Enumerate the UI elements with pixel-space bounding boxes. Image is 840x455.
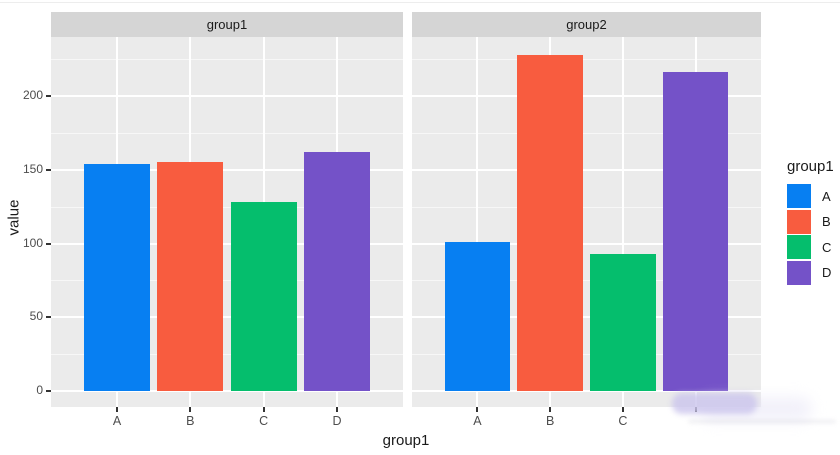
legend-swatch: [787, 235, 811, 259]
y-tick-label: 100: [22, 235, 43, 250]
smudge-artifact: [672, 393, 757, 414]
x-tick-mark: [189, 407, 192, 412]
x-tick-mark: [476, 407, 479, 412]
gridline-minor: [51, 280, 403, 282]
legend-item-label: A: [822, 188, 831, 204]
gridline-major: [412, 95, 761, 97]
bar-group2-D: [662, 72, 729, 391]
gridline-minor: [412, 59, 761, 61]
bar-group2-C: [590, 253, 656, 391]
y-tick-mark: [46, 242, 51, 245]
gridline-major: [51, 95, 403, 97]
x-tick-label: B: [186, 414, 195, 428]
bar-group2-A: [444, 242, 511, 391]
x-tick-label: C: [618, 414, 628, 428]
plot-panel: [412, 37, 761, 407]
bar-group1-A: [84, 163, 150, 391]
x-tick-label: A: [112, 414, 122, 428]
gridline-vertical: [476, 37, 479, 407]
gridline-vertical: [621, 37, 624, 407]
legend-swatch: [787, 209, 811, 234]
smudge-artifact-smear: [688, 420, 836, 423]
legend-title: group1: [787, 158, 834, 175]
legend-item-label: C: [822, 239, 832, 255]
bar-group1-D: [304, 152, 370, 391]
x-tick-mark: [336, 407, 338, 412]
x-tick-mark: [621, 407, 624, 412]
y-tick-mark: [46, 95, 51, 97]
gridline-minor: [412, 354, 761, 356]
y-tick-mark: [46, 316, 51, 319]
gridline-minor: [51, 132, 403, 134]
facet-strip: group1: [51, 12, 403, 37]
gridline-major: [51, 168, 403, 171]
gridline-minor: [51, 354, 403, 356]
legend-item: C: [787, 235, 840, 259]
y-tick-label: 50: [29, 309, 43, 324]
y-tick-label: 200: [22, 88, 43, 102]
legend-swatch: [787, 184, 811, 208]
x-tick-mark: [116, 407, 118, 412]
y-tick-label: 0: [36, 383, 43, 397]
y-tick-mark: [46, 390, 51, 392]
gridline-major: [51, 316, 403, 319]
x-tick-label: D: [332, 414, 342, 428]
legend-swatch: [787, 260, 811, 285]
gridline-major: [412, 390, 761, 392]
gridline-minor: [51, 206, 403, 208]
gridline-major: [412, 242, 761, 245]
bar-group1-B: [157, 162, 224, 391]
x-tick-label: B: [545, 414, 555, 428]
gridline-minor: [412, 280, 761, 282]
y-axis-title: value: [5, 199, 23, 236]
x-tick-label: C: [259, 414, 269, 428]
plot-panel: [51, 37, 403, 407]
legend-item: A: [787, 184, 840, 208]
gridline-major: [51, 390, 403, 392]
gridline-minor: [412, 132, 761, 134]
facet-strip: group2: [412, 12, 761, 37]
x-tick-label: A: [473, 414, 482, 428]
bar-group1-C: [230, 202, 297, 391]
gridline-major: [412, 168, 761, 171]
window-top-edge: [0, 2, 840, 3]
x-tick-mark: [549, 407, 552, 412]
y-tick-label: 150: [22, 161, 43, 176]
gridline-minor: [412, 206, 761, 208]
bar-group2-B: [517, 54, 583, 391]
gridline-major: [51, 242, 403, 245]
legend-item: B: [787, 209, 840, 234]
facet-strip-label: group1: [206, 17, 248, 32]
gridline-major: [412, 316, 761, 319]
y-tick-mark: [46, 168, 51, 171]
legend-item: D: [787, 260, 840, 285]
x-tick-mark: [262, 407, 265, 412]
legend-item-label: D: [822, 265, 832, 280]
x-axis-title: group1: [382, 432, 430, 449]
gridline-minor: [51, 59, 403, 61]
facet-strip-label: group2: [566, 17, 607, 32]
legend-item-label: B: [822, 214, 831, 229]
